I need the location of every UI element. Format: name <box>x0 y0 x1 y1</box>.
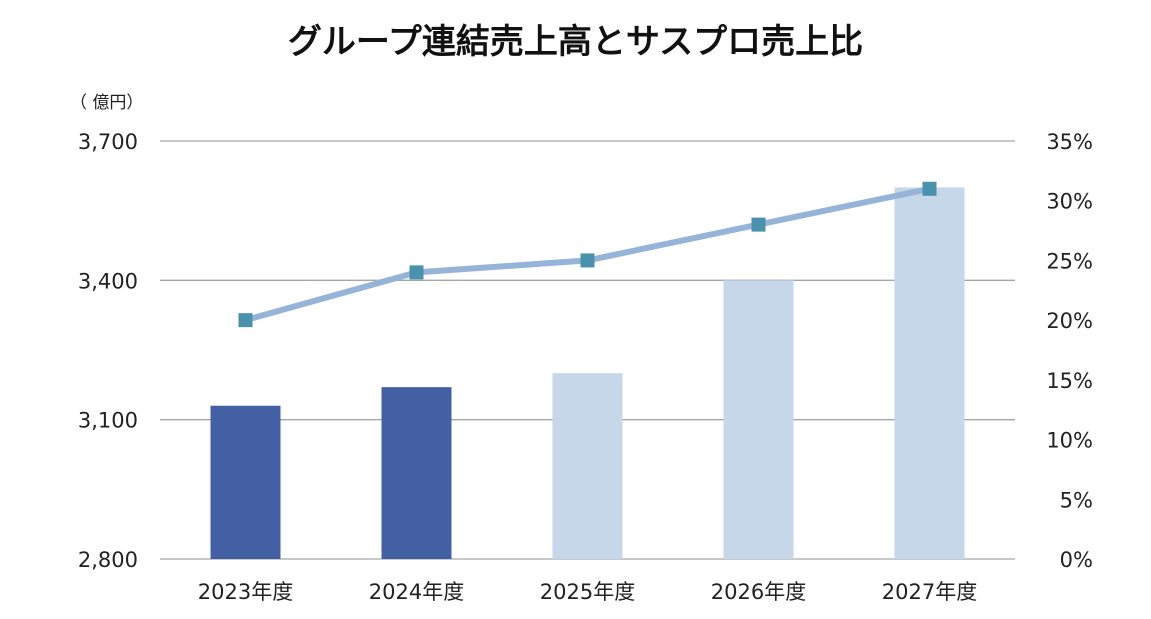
left-axis-ticks: 2,800 3,100 3,400 3,700 <box>78 130 138 572</box>
right-tick-label: 25% <box>1046 249 1093 273</box>
left-tick-label: 3,400 <box>78 269 138 293</box>
right-tick-label: 10% <box>1046 429 1093 453</box>
line-marker-2027年度 <box>922 181 937 196</box>
right-axis-ticks: 0% 5% 10% 15% 20% 25% 30% 35% <box>1046 130 1093 572</box>
bar-2023年度 <box>210 405 281 559</box>
bar-2027年度 <box>894 187 965 559</box>
line-series <box>238 181 937 328</box>
left-tick-label: 2,800 <box>78 548 138 572</box>
x-axis-categories: 2023年度 2024年度 2025年度 2026年度 2027年度 <box>198 580 977 604</box>
bar-2026年度 <box>723 280 794 559</box>
right-tick-label: 15% <box>1046 369 1093 393</box>
bar-series <box>210 187 965 559</box>
right-tick-label: 20% <box>1046 309 1093 333</box>
bar-2025年度 <box>552 373 623 559</box>
y-axis-unit-label: （ 億円） <box>70 93 144 113</box>
right-tick-label: 5% <box>1060 488 1093 512</box>
category-label: 2026年度 <box>711 580 806 604</box>
right-tick-label: 30% <box>1046 190 1093 214</box>
category-label: 2024年度 <box>369 580 464 604</box>
line-marker-2025年度 <box>580 253 595 268</box>
bar-2024年度 <box>381 387 452 559</box>
category-label: 2027年度 <box>882 580 977 604</box>
category-label: 2023年度 <box>198 580 293 604</box>
line-marker-2024年度 <box>409 265 424 280</box>
right-tick-label: 0% <box>1060 548 1093 572</box>
left-tick-label: 3,700 <box>78 130 138 154</box>
category-label: 2025年度 <box>540 580 635 604</box>
right-tick-label: 35% <box>1046 130 1093 154</box>
line-marker-2023年度 <box>238 313 253 328</box>
left-tick-label: 3,100 <box>78 409 138 433</box>
chart-title: グループ連結売上高とサスプロ売上比 <box>287 22 864 62</box>
line-marker-2026年度 <box>751 217 766 232</box>
